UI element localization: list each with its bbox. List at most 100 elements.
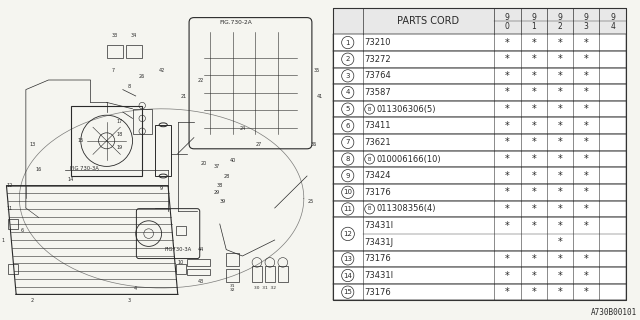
Bar bbox=[252, 266, 262, 282]
Text: 44: 44 bbox=[197, 247, 204, 252]
Text: 9: 9 bbox=[557, 13, 563, 22]
Text: 73424: 73424 bbox=[365, 171, 391, 180]
Text: 5: 5 bbox=[346, 106, 350, 112]
Bar bbox=[333, 151, 626, 167]
Text: 22: 22 bbox=[197, 77, 204, 83]
Bar bbox=[333, 134, 626, 151]
Text: *: * bbox=[584, 121, 589, 131]
Text: *: * bbox=[505, 220, 510, 231]
Bar bbox=[126, 45, 142, 58]
Text: *: * bbox=[531, 37, 536, 48]
Text: *: * bbox=[557, 237, 563, 247]
Text: 15: 15 bbox=[77, 138, 84, 143]
Text: 011308356(4): 011308356(4) bbox=[376, 204, 436, 213]
Text: 16: 16 bbox=[36, 167, 42, 172]
Text: 9: 9 bbox=[531, 13, 536, 22]
Text: *: * bbox=[531, 220, 536, 231]
Text: 9: 9 bbox=[160, 186, 163, 191]
Bar bbox=[227, 269, 239, 282]
Text: *: * bbox=[531, 87, 536, 98]
Text: *: * bbox=[505, 121, 510, 131]
Text: 2: 2 bbox=[557, 22, 563, 31]
Text: *: * bbox=[505, 270, 510, 281]
Bar bbox=[265, 266, 275, 282]
Text: 73210: 73210 bbox=[365, 38, 391, 47]
Text: 73764: 73764 bbox=[365, 71, 392, 80]
Text: *: * bbox=[505, 104, 510, 114]
Text: 27: 27 bbox=[255, 141, 262, 147]
Text: 4: 4 bbox=[134, 285, 138, 291]
Text: *: * bbox=[505, 187, 510, 197]
Bar bbox=[333, 167, 626, 184]
Text: 73431I: 73431I bbox=[365, 271, 394, 280]
Text: *: * bbox=[557, 171, 563, 181]
Bar bbox=[333, 8, 626, 34]
Text: *: * bbox=[584, 270, 589, 281]
Text: 42: 42 bbox=[159, 68, 164, 73]
Text: 38: 38 bbox=[217, 183, 223, 188]
Text: 43: 43 bbox=[197, 279, 204, 284]
Text: *: * bbox=[531, 137, 536, 148]
Text: *: * bbox=[531, 254, 536, 264]
Text: *: * bbox=[584, 204, 589, 214]
Text: *: * bbox=[505, 171, 510, 181]
Bar bbox=[333, 101, 626, 117]
Bar bbox=[176, 264, 186, 274]
Text: 41: 41 bbox=[317, 93, 323, 99]
Text: 11: 11 bbox=[343, 206, 352, 212]
Text: *: * bbox=[557, 104, 563, 114]
Text: 4: 4 bbox=[610, 22, 615, 31]
Text: 73431I: 73431I bbox=[365, 221, 394, 230]
Text: 6: 6 bbox=[346, 123, 350, 129]
Bar bbox=[333, 117, 626, 134]
Text: 25: 25 bbox=[307, 199, 314, 204]
Text: 1: 1 bbox=[531, 22, 536, 31]
Bar bbox=[132, 109, 152, 134]
Text: *: * bbox=[557, 187, 563, 197]
Text: *: * bbox=[531, 154, 536, 164]
Text: 15: 15 bbox=[343, 289, 352, 295]
Text: 19: 19 bbox=[116, 145, 123, 150]
Text: 7: 7 bbox=[111, 68, 115, 73]
Bar bbox=[278, 266, 287, 282]
Text: *: * bbox=[584, 187, 589, 197]
Text: *: * bbox=[584, 137, 589, 148]
Text: *: * bbox=[584, 87, 589, 98]
Text: 34: 34 bbox=[131, 33, 137, 38]
Bar bbox=[333, 68, 626, 84]
Text: 28: 28 bbox=[223, 173, 229, 179]
Text: 11: 11 bbox=[6, 205, 13, 211]
Text: 73176: 73176 bbox=[365, 188, 392, 197]
Text: 4: 4 bbox=[346, 90, 350, 95]
Text: *: * bbox=[584, 287, 589, 297]
Text: *: * bbox=[505, 254, 510, 264]
Text: *: * bbox=[584, 54, 589, 64]
Text: *: * bbox=[557, 287, 563, 297]
Text: *: * bbox=[584, 220, 589, 231]
Bar bbox=[333, 51, 626, 68]
Text: 26: 26 bbox=[139, 74, 145, 79]
Text: 73621: 73621 bbox=[365, 138, 391, 147]
Text: FIG.730-2A: FIG.730-2A bbox=[220, 20, 252, 25]
Text: 2: 2 bbox=[31, 298, 34, 303]
Text: 31
32: 31 32 bbox=[230, 284, 236, 292]
Text: *: * bbox=[557, 137, 563, 148]
Text: 17: 17 bbox=[116, 119, 123, 124]
Text: 37: 37 bbox=[213, 164, 220, 169]
Text: *: * bbox=[557, 37, 563, 48]
Bar bbox=[176, 226, 186, 235]
Text: *: * bbox=[584, 171, 589, 181]
Text: *: * bbox=[505, 204, 510, 214]
Text: 1: 1 bbox=[2, 237, 4, 243]
Text: 3: 3 bbox=[346, 73, 350, 79]
Text: 36: 36 bbox=[310, 141, 317, 147]
Text: *: * bbox=[505, 54, 510, 64]
Text: *: * bbox=[531, 204, 536, 214]
Bar bbox=[107, 45, 123, 58]
Bar bbox=[333, 184, 626, 201]
Text: A730B00101: A730B00101 bbox=[591, 308, 637, 317]
Text: 73272: 73272 bbox=[365, 55, 391, 64]
Text: *: * bbox=[584, 154, 589, 164]
Text: *: * bbox=[531, 71, 536, 81]
Bar bbox=[188, 269, 210, 275]
